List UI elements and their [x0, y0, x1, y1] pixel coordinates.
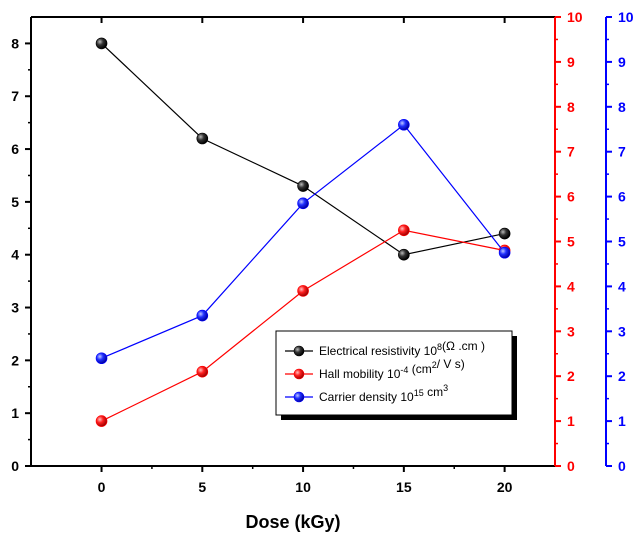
series-3-point	[95, 352, 108, 365]
y-left-tick-label: 5	[11, 194, 19, 210]
series-1-point	[297, 180, 309, 192]
y-red-tick-label: 9	[567, 54, 575, 70]
x-tick-label: 20	[497, 479, 513, 495]
y-left-tick-label: 3	[11, 300, 19, 316]
y-red-tick-label: 6	[567, 189, 575, 205]
series-line-3	[101, 123, 506, 359]
series-1-point	[498, 227, 511, 240]
legend-box	[275, 330, 513, 416]
series-2-point	[398, 224, 410, 237]
series-2-point	[95, 415, 108, 427]
series-3-point	[398, 118, 410, 131]
series-3-point	[297, 197, 309, 210]
series-2-point	[297, 285, 309, 297]
y-red-tick-label: 4	[567, 278, 575, 294]
y-blue-tick-label: 0	[618, 458, 626, 474]
y-red-tick-label: 3	[567, 323, 575, 339]
legend-marker-1	[293, 345, 305, 357]
y-blue-tick-label: 8	[618, 99, 626, 115]
series-3-point	[196, 309, 209, 322]
series-1-point	[95, 37, 108, 50]
y-left-tick-label: 1	[11, 405, 19, 421]
y-blue-tick-label: 7	[618, 144, 626, 160]
legend-label-3: Carrier density 1015 cm3	[319, 383, 448, 404]
x-axis-title: Dose (kGy)	[245, 512, 340, 532]
y-left-tick-label: 2	[11, 352, 19, 368]
y-red-tick-label: 7	[567, 144, 575, 160]
y-left-tick-label: 8	[11, 35, 19, 51]
legend-label-1: Electrical resistivity 108(Ω .cm )	[319, 339, 485, 358]
series-3-point	[498, 246, 511, 259]
series-1-point	[398, 248, 410, 261]
y-left-tick-label: 6	[11, 141, 19, 157]
y-left-tick-label: 4	[11, 247, 19, 263]
y-blue-tick-label: 10	[618, 9, 634, 25]
y-red-tick-label: 2	[567, 368, 575, 384]
x-tick-label: 15	[396, 479, 412, 495]
x-tick-label: 0	[98, 479, 106, 495]
y-blue-tick-label: 6	[618, 189, 626, 205]
y-red-tick-label: 5	[567, 234, 575, 250]
series-line-1	[101, 42, 505, 256]
y-blue-tick-label: 9	[618, 54, 626, 70]
legend-marker-2	[293, 368, 305, 380]
y-blue-tick-label: 2	[618, 368, 626, 384]
y-blue-tick-label: 1	[618, 413, 626, 429]
y-left-tick-label: 7	[11, 88, 19, 104]
y-red-tick-label: 0	[567, 458, 575, 474]
y-left-tick-label: 0	[11, 458, 19, 474]
y-red-tick-label: 10	[567, 9, 583, 25]
y-blue-tick-label: 5	[618, 234, 626, 250]
series-1-point	[196, 132, 209, 145]
legend-label-2: Hall mobility 10-4 (cm2/ V s)	[319, 357, 465, 381]
y-red-tick-label: 1	[567, 413, 575, 429]
y-blue-tick-label: 3	[618, 323, 626, 339]
x-tick-label: 10	[295, 479, 311, 495]
series-2-point	[196, 365, 209, 378]
y-blue-tick-label: 4	[618, 278, 626, 294]
legend-marker-3	[293, 391, 305, 403]
y-red-tick-label: 8	[567, 99, 575, 115]
x-tick-label: 5	[198, 479, 206, 495]
